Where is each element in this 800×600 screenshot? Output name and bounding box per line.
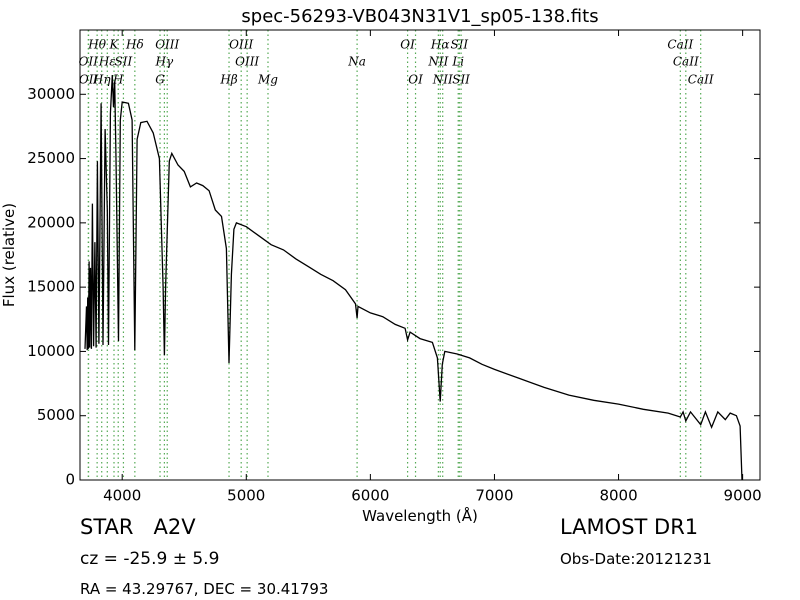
x-tick-label: 4000 (103, 487, 141, 505)
chart-title: spec-56293-VB043N31V1_sp05-138.fits (241, 6, 598, 27)
redshift: cz = -25.9 ± 5.9 (80, 549, 219, 569)
line-label: CaII (688, 73, 714, 87)
line-label: OIII (235, 55, 259, 69)
line-label: SII (115, 55, 133, 69)
line-label: OII (79, 73, 99, 87)
line-label: Hθ (87, 38, 106, 52)
y-tick-label: 10000 (27, 342, 75, 360)
x-tick-label: 9000 (724, 487, 762, 505)
line-label: NII (432, 73, 453, 87)
x-tick-label: 6000 (351, 487, 389, 505)
y-tick-label: 30000 (27, 85, 75, 103)
spectrum-line (84, 74, 743, 481)
line-label: SII (450, 38, 468, 52)
line-label: SII (452, 73, 470, 87)
line-label: Hα (430, 38, 450, 52)
line-label: Mg (257, 73, 278, 87)
line-label: K (109, 38, 120, 52)
plot-frame (79, 29, 761, 481)
y-tick-label: 25000 (27, 149, 75, 167)
x-tick-label: 8000 (599, 487, 637, 505)
line-label: Li (451, 55, 464, 69)
line-label: OIII (155, 38, 179, 52)
line-label: NII (427, 55, 448, 69)
y-tick-label: 15000 (27, 278, 75, 296)
y-tick-label: 0 (65, 471, 75, 489)
line-label: OI (400, 38, 415, 52)
line-label: H (112, 73, 124, 87)
line-label: Hγ (155, 55, 174, 69)
object-class: STAR A2V (80, 515, 196, 539)
y-tick-label: 20000 (27, 213, 75, 231)
x-tick-label: 5000 (227, 487, 265, 505)
line-label: CaII (667, 38, 693, 52)
line-label: Hβ (219, 73, 237, 87)
line-label: CaII (673, 55, 699, 69)
x-axis-label: Wavelength (Å) (362, 506, 478, 525)
x-tick-label: 7000 (475, 487, 513, 505)
coordinates: RA = 43.29767, DEC = 30.41793 (80, 580, 328, 598)
line-label: OIII (229, 38, 253, 52)
obs-date: Obs-Date:20121231 (560, 550, 712, 568)
survey: LAMOST DR1 (560, 515, 698, 539)
line-label: Hη (92, 73, 111, 87)
line-label: Na (347, 55, 366, 69)
line-label: G (155, 73, 165, 87)
y-axis-label: Flux (relative) (0, 203, 18, 307)
y-tick-label: 5000 (37, 406, 75, 424)
line-label: OI (408, 73, 423, 87)
line-label: Hε (98, 55, 116, 69)
line-label: Hδ (125, 38, 144, 52)
